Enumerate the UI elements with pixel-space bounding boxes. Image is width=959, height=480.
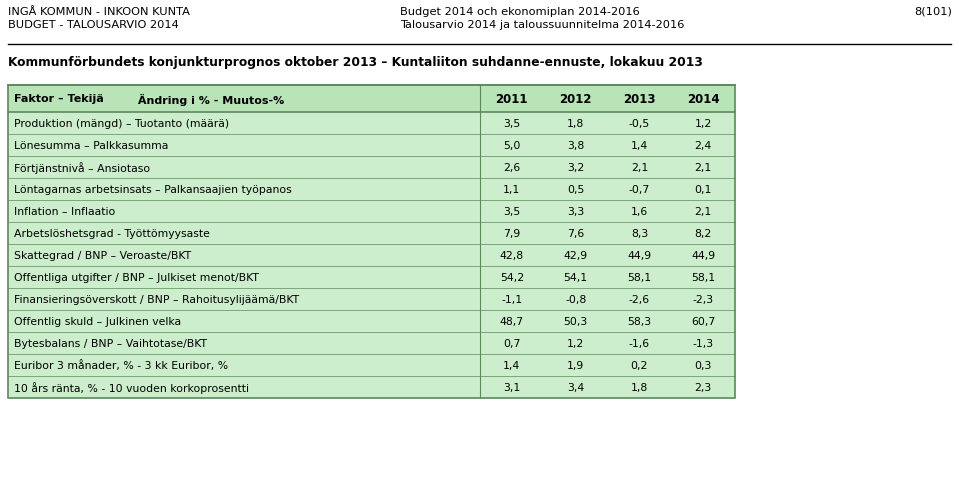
Text: 2011: 2011: [496, 93, 528, 106]
Text: 42,8: 42,8: [500, 251, 524, 261]
Text: Förtjänstnivå – Ansiotaso: Förtjänstnivå – Ansiotaso: [14, 162, 151, 174]
Text: 2014: 2014: [687, 93, 719, 106]
Text: Kommunförbundets konjunkturprognos oktober 2013 – Kuntaliiton suhdanne-ennuste, : Kommunförbundets konjunkturprognos oktob…: [8, 56, 703, 69]
Text: Lönesumma – Palkkasumma: Lönesumma – Palkkasumma: [14, 141, 169, 151]
Text: 1,9: 1,9: [567, 360, 584, 370]
Text: 58,3: 58,3: [627, 316, 651, 326]
Text: -0,7: -0,7: [629, 185, 650, 194]
Text: 8,3: 8,3: [631, 228, 648, 239]
Text: Euribor 3 månader, % - 3 kk Euribor, %: Euribor 3 månader, % - 3 kk Euribor, %: [14, 360, 228, 371]
Text: INGÅ KOMMUN - INKOON KUNTA: INGÅ KOMMUN - INKOON KUNTA: [8, 7, 190, 17]
Bar: [8, 86, 735, 398]
Text: 2,3: 2,3: [694, 382, 712, 392]
Text: 7,6: 7,6: [567, 228, 584, 239]
Text: 2013: 2013: [623, 93, 656, 106]
Text: 8(101): 8(101): [914, 7, 952, 17]
Bar: [8, 86, 735, 398]
Text: 2,4: 2,4: [694, 141, 712, 151]
Text: 1,2: 1,2: [694, 119, 712, 129]
Bar: [8, 86, 735, 113]
Text: 54,2: 54,2: [500, 273, 524, 282]
Text: 44,9: 44,9: [691, 251, 715, 261]
Text: 1,2: 1,2: [567, 338, 584, 348]
Text: 1,4: 1,4: [631, 141, 648, 151]
Text: Finansieringsöverskott / BNP – Rahoitusylijäämä/BKT: Finansieringsöverskott / BNP – Rahoitusy…: [14, 294, 299, 304]
Text: 42,9: 42,9: [564, 251, 588, 261]
Text: 2,6: 2,6: [503, 163, 521, 173]
Text: Löntagarnas arbetsinsats – Palkansaajien työpanos: Löntagarnas arbetsinsats – Palkansaajien…: [14, 185, 292, 194]
Text: 8,2: 8,2: [694, 228, 712, 239]
Text: Faktor – Tekijä: Faktor – Tekijä: [14, 94, 104, 104]
Text: 0,3: 0,3: [694, 360, 712, 370]
Text: -2,3: -2,3: [692, 294, 713, 304]
Text: 58,1: 58,1: [627, 273, 651, 282]
Text: 48,7: 48,7: [500, 316, 524, 326]
Text: Arbetslöshetsgrad - Työttömyysaste: Arbetslöshetsgrad - Työttömyysaste: [14, 228, 210, 239]
Text: 60,7: 60,7: [691, 316, 715, 326]
Text: BUDGET - TALOUSARVIO 2014: BUDGET - TALOUSARVIO 2014: [8, 20, 178, 30]
Text: 3,3: 3,3: [567, 206, 584, 216]
Text: 1,8: 1,8: [631, 382, 648, 392]
Text: 1,4: 1,4: [503, 360, 521, 370]
Text: 0,2: 0,2: [631, 360, 648, 370]
Text: 2,1: 2,1: [694, 163, 712, 173]
Text: -1,1: -1,1: [502, 294, 523, 304]
Text: 3,5: 3,5: [503, 119, 521, 129]
Text: 5,0: 5,0: [503, 141, 521, 151]
Text: 1,1: 1,1: [503, 185, 521, 194]
Text: 1,8: 1,8: [567, 119, 584, 129]
Text: 2,1: 2,1: [694, 206, 712, 216]
Text: 3,2: 3,2: [567, 163, 584, 173]
Text: 54,1: 54,1: [564, 273, 588, 282]
Text: 3,4: 3,4: [567, 382, 584, 392]
Text: Skattegrad / BNP – Veroaste/BKT: Skattegrad / BNP – Veroaste/BKT: [14, 251, 191, 261]
Text: -0,5: -0,5: [629, 119, 650, 129]
Text: 3,5: 3,5: [503, 206, 521, 216]
Text: 2,1: 2,1: [631, 163, 648, 173]
Text: 50,3: 50,3: [564, 316, 588, 326]
Text: 10 års ränta, % - 10 vuoden korkoprosentti: 10 års ränta, % - 10 vuoden korkoprosent…: [14, 381, 249, 393]
Text: Offentlig skuld – Julkinen velka: Offentlig skuld – Julkinen velka: [14, 316, 181, 326]
Text: Ändring i % - Muutos-%: Ändring i % - Muutos-%: [138, 93, 284, 105]
Text: -1,3: -1,3: [692, 338, 713, 348]
Text: 58,1: 58,1: [691, 273, 715, 282]
Text: 3,1: 3,1: [503, 382, 521, 392]
Text: Offentliga utgifter / BNP – Julkiset menot/BKT: Offentliga utgifter / BNP – Julkiset men…: [14, 273, 259, 282]
Text: 0,1: 0,1: [694, 185, 712, 194]
Text: 0,5: 0,5: [567, 185, 584, 194]
Text: Budget 2014 och ekonomiplan 2014-2016: Budget 2014 och ekonomiplan 2014-2016: [400, 7, 640, 17]
Text: -2,6: -2,6: [629, 294, 650, 304]
Text: 7,9: 7,9: [503, 228, 521, 239]
Text: Talousarvio 2014 ja taloussuunnitelma 2014-2016: Talousarvio 2014 ja taloussuunnitelma 20…: [400, 20, 685, 30]
Text: -1,6: -1,6: [629, 338, 650, 348]
Text: 1,6: 1,6: [631, 206, 648, 216]
Text: Inflation – Inflaatio: Inflation – Inflaatio: [14, 206, 115, 216]
Text: 3,8: 3,8: [567, 141, 584, 151]
Text: -0,8: -0,8: [565, 294, 586, 304]
Text: Produktion (mängd) – Tuotanto (määrä): Produktion (mängd) – Tuotanto (määrä): [14, 119, 229, 129]
Text: 0,7: 0,7: [503, 338, 521, 348]
Text: Bytesbalans / BNP – Vaihtotase/BKT: Bytesbalans / BNP – Vaihtotase/BKT: [14, 338, 207, 348]
Text: 44,9: 44,9: [627, 251, 651, 261]
Text: 2012: 2012: [559, 93, 592, 106]
